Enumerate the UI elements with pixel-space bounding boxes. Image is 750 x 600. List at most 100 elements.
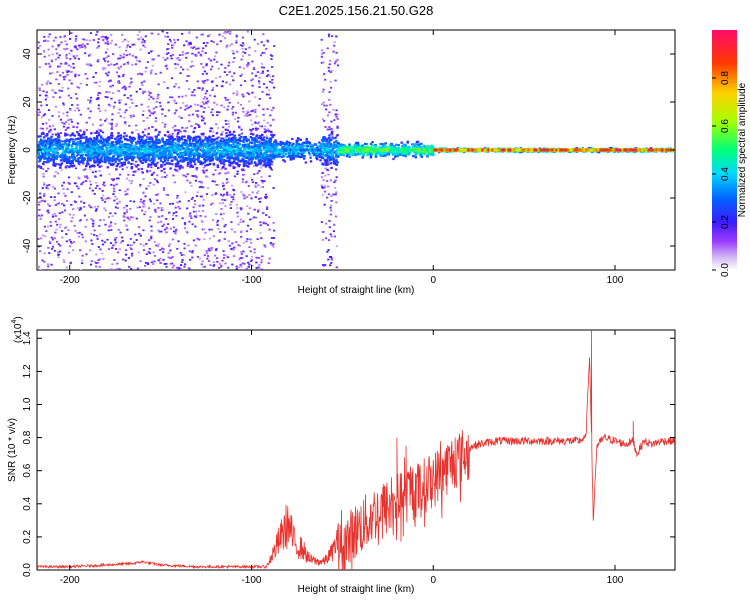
spectrogram-cell [151, 139, 154, 142]
spectrogram-cell [318, 153, 322, 156]
spectrogram-cell [47, 48, 50, 51]
spectrogram-cell [70, 149, 73, 152]
spectrogram-cell [45, 141, 49, 144]
spectrogram-cell [255, 115, 258, 118]
spectrogram-cell [289, 154, 293, 157]
spectrogram-cell [68, 138, 72, 141]
spectrogram-cell [218, 149, 221, 152]
spectrogram-cell [68, 183, 71, 185]
spectrogram-cell [263, 148, 266, 151]
spectrogram-cell [161, 108, 164, 111]
spectrogram-cell [49, 72, 52, 75]
spectrogram-cell [251, 181, 255, 184]
spectrogram-cell [183, 265, 186, 268]
spectrogram-cell [213, 264, 216, 266]
spectrogram-cell [53, 155, 56, 158]
spectrogram-cell [126, 188, 129, 191]
spectrogram-cell [233, 57, 236, 59]
spectrogram-cell [171, 214, 175, 217]
spectrogram-cell [45, 147, 48, 150]
spectrogram-cell [114, 148, 118, 151]
spectrogram-cell [221, 80, 224, 83]
spectrogram-cell [118, 189, 121, 192]
spectrogram-cell [130, 137, 134, 140]
spectrogram-cell [130, 149, 133, 152]
spectrogram-cell [69, 164, 73, 167]
spectrogram-cell [268, 216, 271, 219]
spectrogram-cell [232, 198, 235, 201]
spectrogram-cell [128, 138, 131, 142]
spectrogram-cell [253, 248, 256, 251]
spectrogram-cell [62, 102, 65, 105]
spectrogram-cell [330, 69, 333, 72]
spectrogram-cell [248, 246, 251, 248]
spectrogram-cell [146, 136, 149, 139]
spectrogram-cell [240, 265, 243, 268]
spectrogram-cell [264, 245, 267, 248]
spectrogram-cell [148, 142, 151, 145]
spectrogram-cell [96, 144, 99, 148]
spectrogram-cell [115, 198, 118, 200]
spectrogram-cell [96, 163, 100, 166]
spectrogram-cell [206, 145, 209, 148]
spectrogram-cell [53, 128, 56, 131]
spectrogram-cell [126, 144, 129, 147]
spectrogram-cell [203, 70, 206, 73]
spectrogram-cell [97, 259, 100, 261]
spectrogram-cell [57, 256, 60, 259]
spectrogram-cell [241, 159, 244, 162]
spectrogram-cell [250, 162, 253, 165]
spectrogram-cell [218, 33, 221, 36]
spectrogram-cell [171, 266, 174, 269]
spectrogram-cell [251, 91, 254, 94]
spectrogram-cell [289, 156, 292, 159]
spectrogram-cell [190, 125, 193, 128]
spectrogram-cell [39, 192, 42, 195]
spectrogram-cell [271, 81, 274, 84]
spectrogram-cell [199, 215, 202, 217]
spectrogram-cell [144, 265, 147, 267]
spectrogram-cell [303, 157, 306, 160]
spectrogram-cell [119, 57, 122, 60]
spectrogram-cell [206, 257, 209, 260]
spectrogram-cell [63, 47, 66, 50]
spectrogram-cell [290, 156, 294, 159]
spectrogram-cell [114, 43, 117, 46]
spectrogram-cell [255, 267, 258, 269]
spectrogram-cell [201, 80, 204, 83]
spectrogram-cell [112, 105, 115, 108]
spectrogram-cell [140, 41, 143, 44]
spectrogram-cell [147, 90, 150, 93]
spectrogram-cell [68, 239, 71, 241]
spectrogram-cell [93, 164, 96, 168]
spectrogram-cell [203, 238, 206, 240]
spectrogram-cell [111, 118, 114, 121]
spectrogram-cell [207, 163, 210, 166]
spectrogram-cell [106, 136, 110, 139]
spectrogram-cell [149, 72, 153, 75]
spectrogram-cell [96, 31, 99, 33]
spectrogram-cell [220, 168, 223, 171]
spectrogram-cell [242, 163, 245, 166]
spectrogram-cell [127, 257, 130, 259]
spectrogram-cell [80, 155, 83, 158]
spectrogram-cell [245, 268, 248, 270]
spectrogram-cell [54, 204, 57, 206]
spectrogram-cell [192, 210, 196, 213]
spectrogram-cell [95, 138, 99, 141]
spectrogram-cell [216, 183, 220, 186]
spectrogram-cell [108, 173, 111, 176]
spectrogram-cell [175, 169, 178, 172]
spectrogram-cell [67, 176, 71, 179]
spectrogram-cell [220, 137, 223, 140]
spectrogram-cell [324, 78, 327, 81]
spectrogram-cell [195, 110, 198, 112]
spectrogram-cell [44, 154, 47, 157]
spectrogram-cell [261, 164, 264, 167]
spectrogram-cell [264, 125, 267, 128]
spectrogram-cell [227, 156, 230, 159]
spectrogram-cell [229, 30, 232, 33]
spectrogram-cell [94, 147, 97, 150]
spectrogram-cell [268, 75, 271, 78]
spectrogram-cell [80, 136, 83, 140]
